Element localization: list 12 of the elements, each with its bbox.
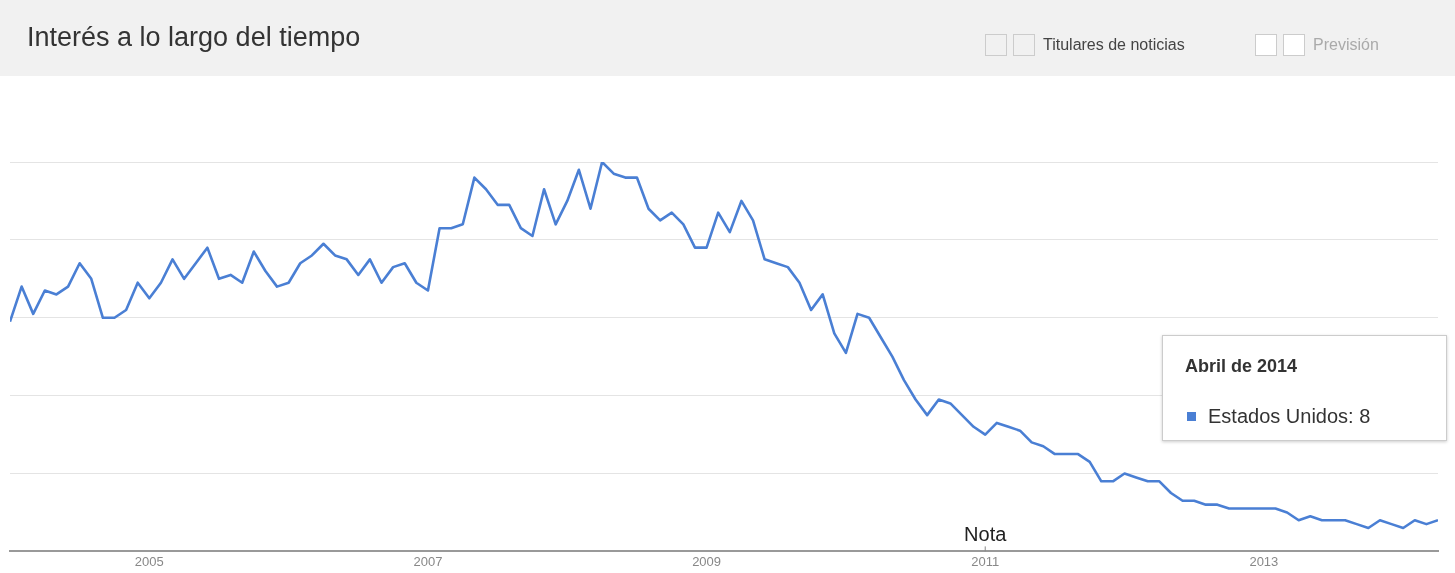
annotation: Abril de 2014	[1185, 355, 1298, 377]
tooltip-box: Abril de 2014 Estados Unidos: 8	[1162, 335, 1447, 441]
text: Previsión	[1313, 36, 1379, 54]
x-tick-label: 2005	[134, 553, 164, 569]
x-tick-label: 2013	[1249, 553, 1279, 569]
text: Titulares de noticias	[1043, 36, 1185, 54]
annotation: Nota	[964, 522, 1008, 545]
annotation: Estados Unidos: 8	[1208, 405, 1371, 427]
chart-title: Interés a lo largo del tiempo	[27, 22, 361, 53]
x-tick-label: 2009	[692, 553, 722, 569]
x-tick-label: 2007	[413, 553, 443, 569]
x-tick-label: 2011	[971, 553, 1000, 569]
